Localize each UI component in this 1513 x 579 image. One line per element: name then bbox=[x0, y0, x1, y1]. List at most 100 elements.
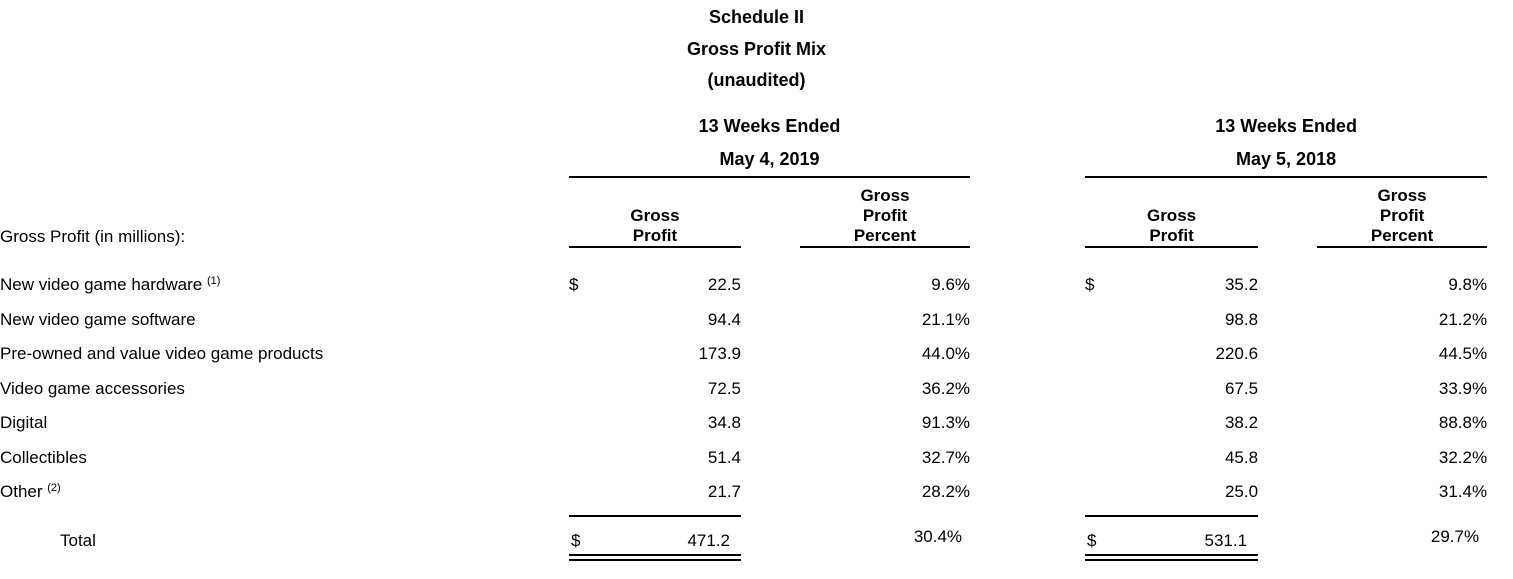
gross-profit-value-2018: 35.2 bbox=[1224, 275, 1259, 294]
currency-symbol-2018 bbox=[1085, 399, 1117, 434]
row-label-text: Collectibles bbox=[0, 447, 87, 467]
gap-cell bbox=[741, 177, 800, 247]
gap-cell bbox=[741, 261, 800, 296]
gross-profit-value-2019: 51.4 bbox=[707, 447, 741, 467]
gross-profit-value-2018: 45.8 bbox=[1224, 447, 1259, 467]
row-label-text: Pre-owned and value video game products bbox=[0, 344, 324, 363]
gross-profit-value-2019: 22.5 bbox=[707, 275, 741, 294]
audit-status: (unaudited) bbox=[707, 70, 806, 90]
table-row: Pre-owned and value video game products … bbox=[0, 330, 1487, 365]
total-gross-profit-2019: 471.2 bbox=[599, 515, 741, 561]
period-2018-weeks: 13 Weeks Ended bbox=[1215, 115, 1357, 136]
period-2018-header: 13 Weeks Ended May 5, 2018 bbox=[1085, 96, 1488, 178]
period-2019-weeks: 13 Weeks Ended bbox=[698, 115, 841, 136]
gross-profit-percent-2019-colhead: Gross Profit Percent bbox=[800, 176, 971, 248]
gap-cell bbox=[741, 468, 800, 503]
row-label-text: Digital bbox=[0, 413, 48, 432]
currency-symbol-2018 bbox=[1085, 295, 1117, 330]
row-label-text: Video game accessories bbox=[0, 378, 185, 398]
spacer-row bbox=[0, 247, 1487, 261]
row-label: Video game accessories bbox=[0, 364, 569, 399]
footnote-marker: (2) bbox=[47, 482, 61, 494]
colhead-line: Gross bbox=[1146, 205, 1197, 225]
gross-profit-percent-2018: 44.5% bbox=[1438, 344, 1488, 363]
gross-profit-value-2018: 25.0 bbox=[1224, 482, 1259, 501]
period-2019-header: 13 Weeks Ended May 4, 2019 bbox=[569, 96, 971, 178]
gross-profit-value-2019: 173.9 bbox=[698, 344, 741, 363]
column-header-row: Gross Profit (in millions): Gross Profit… bbox=[0, 176, 1488, 248]
colhead-line: Profit bbox=[1149, 225, 1194, 245]
gap-cell bbox=[970, 433, 1085, 468]
row-label: Digital bbox=[0, 399, 569, 434]
currency-symbol-2018 bbox=[1085, 468, 1117, 503]
gap-cell bbox=[741, 364, 800, 399]
table-row: Video game accessories 72.5 36.2% 67.5 3… bbox=[0, 364, 1487, 399]
row-label: Collectibles bbox=[0, 433, 569, 468]
gap-cell bbox=[1258, 295, 1317, 330]
gross-profit-percent-2018-colhead: Gross Profit Percent bbox=[1317, 176, 1488, 248]
gap-cell bbox=[1258, 177, 1317, 247]
gross-profit-percent-2019: 36.2% bbox=[921, 378, 971, 398]
gap-cell bbox=[1258, 261, 1317, 296]
gap-cell bbox=[741, 516, 800, 557]
total-gross-profit-percent-2018: 29.7% bbox=[1430, 527, 1480, 546]
colhead-line: Percent bbox=[1370, 225, 1434, 245]
gross-profit-value-2018: 98.8 bbox=[1224, 309, 1259, 329]
gap-cell bbox=[1258, 468, 1317, 503]
gap-cell bbox=[970, 295, 1085, 330]
gap-cell bbox=[970, 97, 1085, 177]
currency-symbol-2019 bbox=[569, 433, 599, 468]
total-label: Total bbox=[60, 531, 96, 550]
gap-cell bbox=[970, 468, 1085, 503]
row-label-text: Other bbox=[0, 482, 43, 501]
gross-profit-value-2019: 72.5 bbox=[707, 378, 741, 398]
currency-symbol-2019 bbox=[569, 399, 599, 434]
total-currency-symbol-2019: $ bbox=[569, 515, 599, 561]
total-gross-profit-2018: 531.1 bbox=[1117, 515, 1259, 561]
gross-profit-value-2019: 94.4 bbox=[707, 309, 741, 329]
table-row: Digital 34.8 91.3% 38.2 88.8% bbox=[0, 399, 1487, 434]
gap-cell bbox=[741, 330, 800, 365]
gross-profit-mix-table: 13 Weeks Ended May 4, 2019 13 Weeks Ende… bbox=[0, 96, 1488, 561]
gap-cell bbox=[970, 330, 1085, 365]
gross-profit-percent-2019: 28.2% bbox=[921, 482, 971, 501]
colhead-line: Gross bbox=[1377, 185, 1427, 205]
gross-profit-percent-2019: 21.1% bbox=[921, 309, 971, 329]
row-label: New video game hardware (1) bbox=[0, 261, 569, 296]
currency-symbol-2018 bbox=[1085, 433, 1117, 468]
gap-cell bbox=[970, 177, 1085, 247]
gap-cell bbox=[1258, 330, 1317, 365]
currency-symbol-2018 bbox=[1085, 364, 1117, 399]
report-title: Gross Profit Mix bbox=[686, 38, 827, 59]
gap-cell bbox=[970, 399, 1085, 434]
gap-cell bbox=[1258, 516, 1317, 557]
empty-cell bbox=[0, 97, 569, 177]
gross-profit-percent-2018: 33.9% bbox=[1438, 378, 1488, 398]
row-label: New video game software bbox=[0, 295, 569, 330]
gap-cell bbox=[1258, 399, 1317, 434]
currency-symbol-2018: $ bbox=[1085, 275, 1095, 294]
gross-profit-value-2018: 220.6 bbox=[1215, 344, 1259, 363]
currency-symbol-2018 bbox=[1085, 330, 1117, 365]
gap-cell bbox=[741, 295, 800, 330]
colhead-line: Profit bbox=[862, 205, 908, 225]
row-group-header: Gross Profit (in millions): bbox=[0, 226, 186, 246]
gross-profit-percent-2018: 21.2% bbox=[1438, 309, 1488, 329]
colhead-line: Percent bbox=[853, 225, 917, 245]
currency-symbol-2019 bbox=[569, 295, 599, 330]
colhead-line: Gross bbox=[860, 185, 910, 205]
total-currency-symbol-2018: $ bbox=[1085, 515, 1118, 561]
spacer-row bbox=[0, 502, 1487, 516]
gross-profit-2019-colhead: Gross Profit bbox=[569, 176, 741, 248]
currency-symbol-2019: $ bbox=[569, 275, 579, 294]
total-gross-profit-percent-2019: 30.4% bbox=[913, 527, 963, 546]
gross-profit-percent-2019: 91.3% bbox=[921, 413, 971, 432]
period-2018-date: May 5, 2018 bbox=[1236, 148, 1337, 169]
gross-profit-percent-2018: 88.8% bbox=[1438, 413, 1488, 432]
row-label-text: New video game hardware bbox=[0, 275, 203, 294]
currency-symbol-2019 bbox=[569, 468, 599, 503]
spacer-cell bbox=[0, 502, 1487, 516]
table-row: New video game hardware (1) $ 22.5 9.6% … bbox=[0, 261, 1487, 296]
gross-profit-percent-2019: 32.7% bbox=[921, 447, 971, 467]
gross-profit-2018-colhead: Gross Profit bbox=[1085, 176, 1259, 248]
